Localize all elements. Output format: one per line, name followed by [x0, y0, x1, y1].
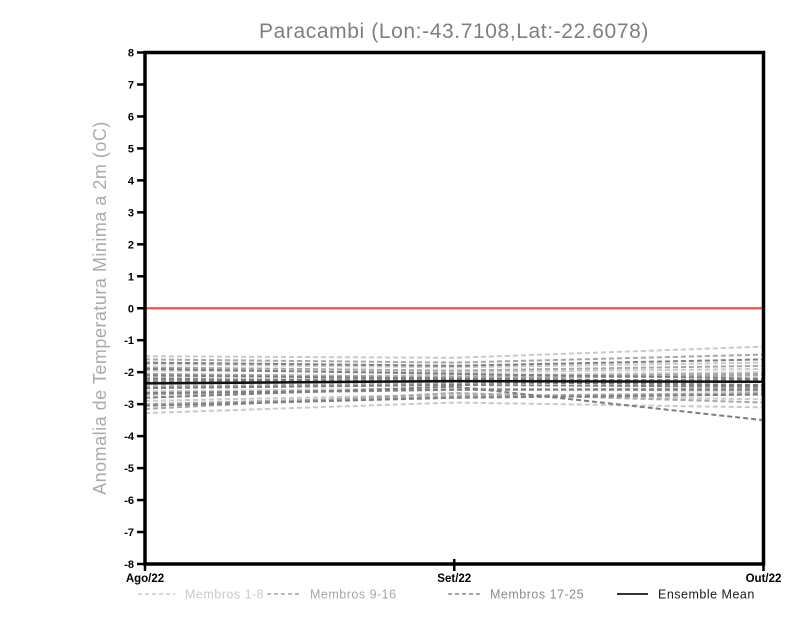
legend-item-3: Membros 17-25: [448, 588, 584, 602]
legend-item-1: Membros 1-8: [138, 588, 264, 602]
member-line-group2-8: [144, 391, 764, 410]
member-line-group3-5: [144, 383, 764, 390]
legend-item-4: Ensemble Mean: [617, 588, 755, 602]
member-line-group1-8: [144, 401, 764, 415]
x-tick-label: Out/22: [746, 573, 782, 585]
legend-item-2: Membros 9-16: [267, 588, 397, 602]
legend-label: Membros 17-25: [490, 588, 584, 602]
member-line-group2-1: [144, 353, 764, 364]
member-line-group2-2: [144, 364, 764, 372]
chart-legend: Membros 1-8 Membros 9-16 Membros 17-25 Ense…: [138, 588, 755, 602]
chart-body: -8 -7 -6 -5 -4 -3 -2 -1 0 1 2 3 4 5 6 7 8 Ago/22 Set/22 Out…: [124, 48, 781, 586]
y-tick-label: -8: [124, 559, 134, 571]
ensemble-mean-line: [144, 379, 764, 385]
y-tick-label: -1: [124, 335, 134, 347]
y-tick-label: -5: [124, 463, 134, 475]
y-tick-label: 3: [128, 207, 134, 219]
member-line-group1-4: [144, 371, 764, 378]
member-line-group2-7: [144, 391, 764, 406]
member-line-group1-3: [144, 367, 764, 374]
legend-label: Ensemble Mean: [658, 588, 755, 602]
legend-label: Membros 9-16: [310, 588, 397, 602]
member-line-group1-1: [144, 345, 764, 359]
y-tick-label: 8: [128, 48, 134, 60]
x-tick-label: Set/22: [437, 573, 471, 585]
y-tick-label: 7: [128, 79, 134, 91]
member-line-group3-7: [144, 385, 764, 422]
member-line-group3-4: [144, 379, 764, 383]
y-tick-label: 6: [128, 111, 134, 123]
y-tick-label: 4: [128, 175, 135, 187]
y-tick-label: 1: [128, 271, 134, 283]
member-line-group3-9: [144, 377, 764, 386]
y-tick-label: 0: [128, 303, 134, 315]
chart-title: Paracambi (Lon:-43.7108,Lat:-22.6078): [259, 20, 649, 43]
y-axis-label: Anomalia de Temperatura Minima a 2m (oC): [90, 121, 110, 495]
y-tick-label: 5: [128, 143, 134, 155]
member-line-group1-6: [144, 387, 764, 393]
y-tick-label: -6: [124, 495, 134, 507]
y-tick-label: -7: [124, 527, 134, 539]
member-line-group1-7: [144, 393, 764, 402]
member-line-group3-6: [144, 388, 764, 394]
y-tick-label: -2: [124, 367, 134, 379]
member-line-group3-8: [144, 393, 764, 407]
y-tick-label: 2: [128, 239, 134, 251]
member-line-group2-6: [144, 387, 764, 396]
y-tick-label: -3: [124, 399, 134, 411]
x-tick-label: Ago/22: [126, 573, 164, 585]
member-line-group3-2: [144, 367, 764, 380]
y-tick-label: -4: [124, 431, 135, 443]
member-line-group1-2: [144, 361, 764, 369]
member-line-group2-3: [144, 372, 764, 378]
member-line-group3-1: [144, 358, 764, 367]
legend-label: Membros 1-8: [185, 588, 264, 602]
